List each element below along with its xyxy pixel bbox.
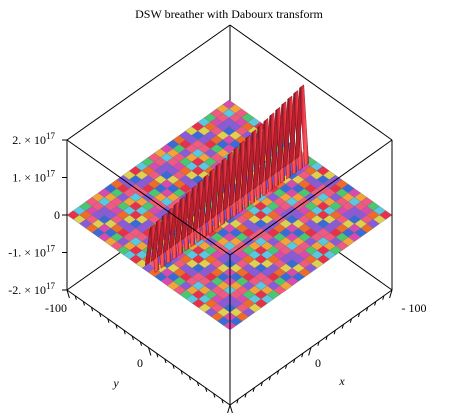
- x-tick: [260, 381, 263, 387]
- x-tick: [366, 307, 369, 312]
- z-axis: 2. × 10 171. × 10 170-1. × 10 17-2. × 10 17: [8, 131, 67, 297]
- z-tick-label: -2. × 10: [8, 283, 46, 297]
- y-tick: [156, 353, 159, 358]
- y-tick: [107, 318, 110, 323]
- z-tick-label: 2. × 10: [12, 133, 46, 147]
- y-tick: [188, 376, 191, 381]
- x-tick: [276, 370, 280, 375]
- ridge-face: [299, 84, 309, 167]
- y-tick: [172, 364, 175, 369]
- x-tick-label-0: 0: [315, 356, 321, 370]
- box-front-edges: [66, 139, 393, 406]
- y-tick: [115, 324, 118, 329]
- y-tick: [82, 301, 85, 306]
- x-tick: [236, 399, 239, 404]
- x-tick: [285, 364, 288, 369]
- x-tick: [308, 347, 312, 356]
- x-tick: [301, 353, 304, 358]
- x-tick: [293, 358, 296, 364]
- z-tick-exponent: 17: [46, 131, 56, 141]
- y-axis-label: y: [112, 376, 119, 390]
- x-tick: [357, 312, 361, 318]
- y-tick: [74, 295, 77, 300]
- x-tick: [268, 376, 271, 381]
- y-tick-label-0: 0: [137, 356, 143, 370]
- y-tick-label-neg100: -100: [45, 301, 67, 315]
- x-tick-label-neg100: - 100: [402, 301, 427, 315]
- y-tick: [180, 370, 183, 375]
- y-tick: [131, 335, 134, 341]
- x-tick: [374, 301, 377, 306]
- y-tick: [196, 381, 200, 387]
- x-tick: [341, 324, 344, 329]
- x-tick: [317, 341, 320, 346]
- y-axis: [66, 289, 233, 414]
- z-tick-exponent: 17: [46, 169, 56, 179]
- y-tick: [229, 404, 233, 414]
- chart-title: DSW breather with Dabourx transform: [135, 7, 323, 21]
- x-tick: [382, 295, 385, 300]
- x-tick: [349, 318, 352, 323]
- x-tick: [252, 387, 255, 392]
- x-tick: [325, 335, 328, 341]
- z-tick-exponent: 17: [46, 281, 56, 291]
- y-tick: [66, 289, 70, 299]
- y-tick: [123, 330, 126, 335]
- y-tick: [99, 312, 102, 318]
- y-tick: [213, 393, 216, 398]
- y-tick: [205, 387, 208, 392]
- y-tick: [164, 358, 167, 364]
- x-tick: [333, 330, 336, 335]
- z-tick-label: 1. × 10: [12, 171, 46, 185]
- y-tick: [139, 341, 143, 346]
- z-tick-label: 0: [54, 208, 60, 222]
- x-axis: [227, 289, 393, 414]
- y-tick: [221, 399, 224, 404]
- y-tick: [90, 307, 94, 312]
- x-tick: [227, 404, 231, 414]
- x-tick: [244, 393, 247, 398]
- x-tick: [389, 289, 393, 299]
- z-tick-label: -1. × 10: [8, 246, 46, 260]
- x-axis-label: x: [338, 374, 345, 388]
- breather-ridge: [144, 84, 309, 273]
- z-tick-exponent: 17: [46, 244, 56, 254]
- y-tick: [148, 347, 152, 356]
